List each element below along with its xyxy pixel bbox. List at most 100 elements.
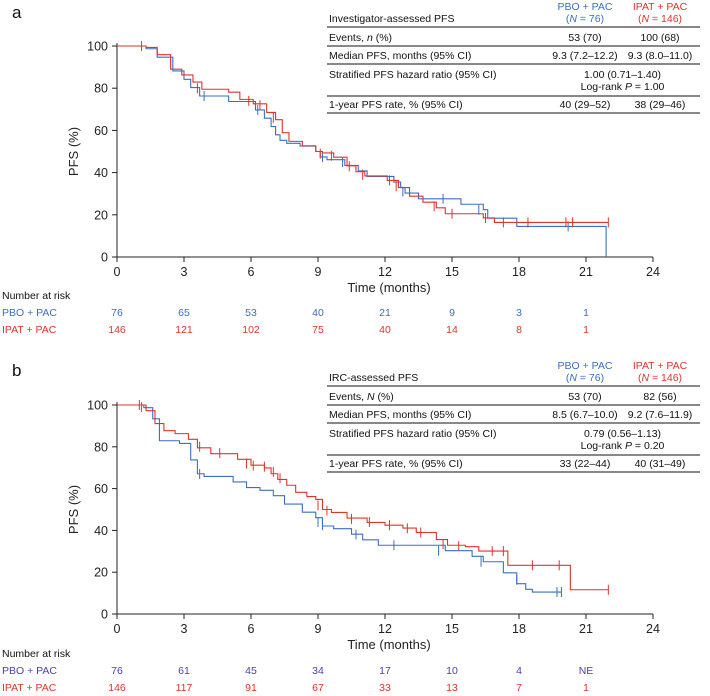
risk-value: 146 [108, 324, 126, 336]
risk-value: 67 [312, 682, 324, 694]
y-tick-label: 40 [94, 524, 108, 538]
x-tick-label: 0 [114, 622, 121, 636]
table-cell-pbo: 8.5 (6.7–10.0) [552, 409, 617, 421]
table-row-label: 1-year PFS rate, % (95% CI) [329, 458, 463, 470]
risk-value: 117 [176, 682, 193, 694]
km-curve-ipat-pac [117, 404, 609, 591]
risk-value: 65 [178, 307, 190, 319]
x-axis-title: Time (months) [347, 280, 430, 295]
y-tick-label: 0 [101, 608, 108, 622]
table-row-label: 1-year PFS rate, % (95% CI) [329, 99, 463, 111]
x-tick-label: 3 [181, 265, 188, 279]
table-title: IRC-assessed PFS [329, 372, 418, 384]
risk-value: 61 [178, 665, 190, 677]
risk-value: 121 [175, 324, 193, 336]
risk-value: 14 [446, 324, 458, 336]
x-tick-label: 18 [512, 622, 526, 636]
table-hazard-ratio: 1.00 (0.71–1.40) [584, 69, 661, 81]
risk-title: Number at risk [2, 290, 71, 302]
table-col1-head: PBO + PAC [558, 360, 613, 372]
risk-row-label: PBO + PAC [2, 307, 57, 319]
table-cell-pbo: 53 (70) [568, 32, 601, 44]
table-col2-head: IPAT + PAC [633, 1, 688, 13]
x-tick-label: 9 [315, 265, 322, 279]
risk-value: 33 [379, 682, 391, 694]
x-tick-label: 15 [445, 622, 459, 636]
km-curve-ipat-pac [117, 45, 609, 223]
x-tick-label: 21 [579, 622, 593, 636]
y-tick-label: 100 [87, 399, 108, 413]
risk-value: 7 [516, 682, 522, 694]
x-axis-title: Time (months) [347, 637, 430, 652]
risk-value: 4 [516, 665, 522, 677]
risk-row-label: IPAT + PAC [2, 324, 57, 336]
table-hazard-ratio: 0.79 (0.56–1.13) [584, 428, 661, 440]
x-tick-label: 0 [114, 265, 121, 279]
panel-label-b: b [12, 361, 21, 380]
table-row-label: Median PFS, months (95% CI) [329, 50, 471, 62]
y-tick-label: 100 [87, 40, 108, 54]
risk-value: 40 [312, 307, 324, 319]
risk-row-label: PBO + PAC [2, 665, 57, 677]
y-axis-title: PFS (%) [66, 485, 81, 534]
table-row-label: Stratified PFS hazard ratio (95% CI) [329, 69, 496, 81]
x-tick-label: 6 [248, 622, 255, 636]
x-tick-label: 24 [646, 622, 660, 636]
table-col2-head: IPAT + PAC [633, 360, 688, 372]
table-cell-ipat: 9.3 (8.0–11.0) [628, 50, 693, 62]
x-tick-label: 12 [378, 265, 392, 279]
risk-value: 21 [379, 307, 391, 319]
x-tick-label: 12 [378, 622, 392, 636]
table-title: Investigator-assessed PFS [329, 13, 454, 25]
risk-value: 9 [449, 307, 455, 319]
table-col1-n: (N = 76) [566, 372, 604, 384]
risk-value: 34 [312, 665, 324, 677]
risk-value: 53 [245, 307, 257, 319]
table-row-label: Events, n (%) [329, 32, 392, 44]
table-cell-ipat: 100 (68) [640, 32, 679, 44]
table-col1-head: PBO + PAC [558, 1, 613, 13]
risk-value: 13 [446, 682, 458, 694]
y-tick-label: 60 [94, 482, 108, 496]
risk-value: 1 [583, 682, 589, 694]
y-tick-label: 40 [94, 166, 108, 180]
y-tick-label: 20 [94, 566, 108, 580]
table-cell-ipat: 40 (31–49) [635, 458, 686, 470]
risk-value: NE [579, 665, 594, 677]
risk-value: 75 [312, 324, 324, 336]
risk-title: Number at risk [2, 648, 71, 660]
x-tick-label: 9 [315, 622, 322, 636]
y-tick-label: 0 [101, 251, 108, 265]
table-row-label: Stratified PFS hazard ratio (95% CI) [329, 428, 496, 440]
risk-value: 146 [108, 682, 126, 694]
table-row-label: Events, N (%) [329, 391, 394, 403]
table-col1-n: (N = 76) [566, 13, 604, 25]
risk-value: 3 [516, 307, 522, 319]
x-tick-label: 21 [579, 265, 593, 279]
table-col2-n: (N = 146) [638, 372, 682, 384]
risk-value: 91 [245, 682, 257, 694]
table-cell-pbo: 40 (29–52) [560, 99, 611, 111]
km-curve-pbo-pac [117, 45, 607, 257]
risk-value: 1 [583, 324, 589, 336]
table-col2-n: (N = 146) [638, 13, 682, 25]
x-tick-label: 15 [445, 265, 459, 279]
table-cell-ipat: 38 (29–46) [635, 99, 686, 111]
table-cell-ipat: 82 (56) [643, 391, 676, 403]
table-cell-pbo: 33 (22–44) [560, 458, 611, 470]
table-cell-pbo: 53 (70) [568, 391, 601, 403]
risk-value: 102 [242, 324, 260, 336]
panel-b: b 0 20 40 60 80 100 0 3 6 9 12 15 18 21 24 Time (months… [2, 360, 700, 694]
risk-value: 17 [379, 665, 391, 677]
risk-value: 1 [583, 307, 589, 319]
y-tick-label: 80 [94, 82, 108, 96]
y-axis-title: PFS (%) [66, 127, 81, 176]
y-tick-label: 80 [94, 440, 108, 454]
x-tick-label: 3 [181, 622, 188, 636]
y-tick-label: 20 [94, 208, 108, 222]
risk-value: 45 [245, 665, 257, 677]
table-log-rank: Log-rank P = 0.20 [581, 440, 665, 452]
y-tick-label: 60 [94, 124, 108, 138]
